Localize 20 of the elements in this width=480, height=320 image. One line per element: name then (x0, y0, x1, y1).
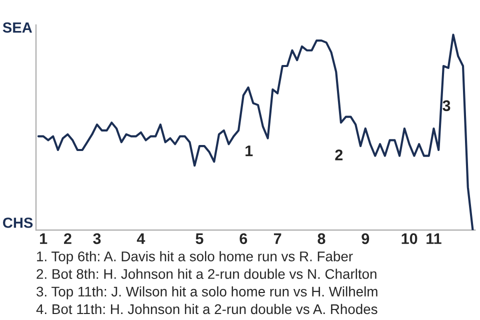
x-tick-label: 11 (426, 233, 442, 244)
text: 3. Top 11th: J. Wilson hit a solo home run vs H. Wilhelm (36, 286, 378, 300)
annotation: 2 (335, 150, 343, 160)
x-tick-label: 10 (402, 233, 418, 244)
text: 1. Top 6th: A. Davis hit a solo home run vs R. Faber (37, 251, 353, 264)
x-tick-label: 3 (93, 233, 101, 244)
annotation: 3 (442, 100, 450, 112)
x-tick-label: 2 (64, 233, 72, 244)
x-tick-label: 6 (240, 233, 248, 244)
annotation: 1 (246, 146, 253, 156)
x-tick-label: 9 (362, 233, 370, 244)
text: SEA (2, 22, 32, 33)
x-tick-label: 7 (274, 233, 282, 244)
x-tick-label: 1 (40, 233, 48, 244)
text: CHS (3, 218, 33, 228)
x-tick-label: 5 (196, 233, 204, 244)
text: 4. Bot 11th: H. Johnson hit a 2-run double vs A. Rhodes (36, 304, 378, 314)
text: 2. Bot 8th: H. Johnson hit a 2-run double vs N. Charlton (36, 268, 376, 279)
x-tick-label: 4 (136, 233, 146, 244)
x-tick-label: 8 (318, 233, 326, 244)
